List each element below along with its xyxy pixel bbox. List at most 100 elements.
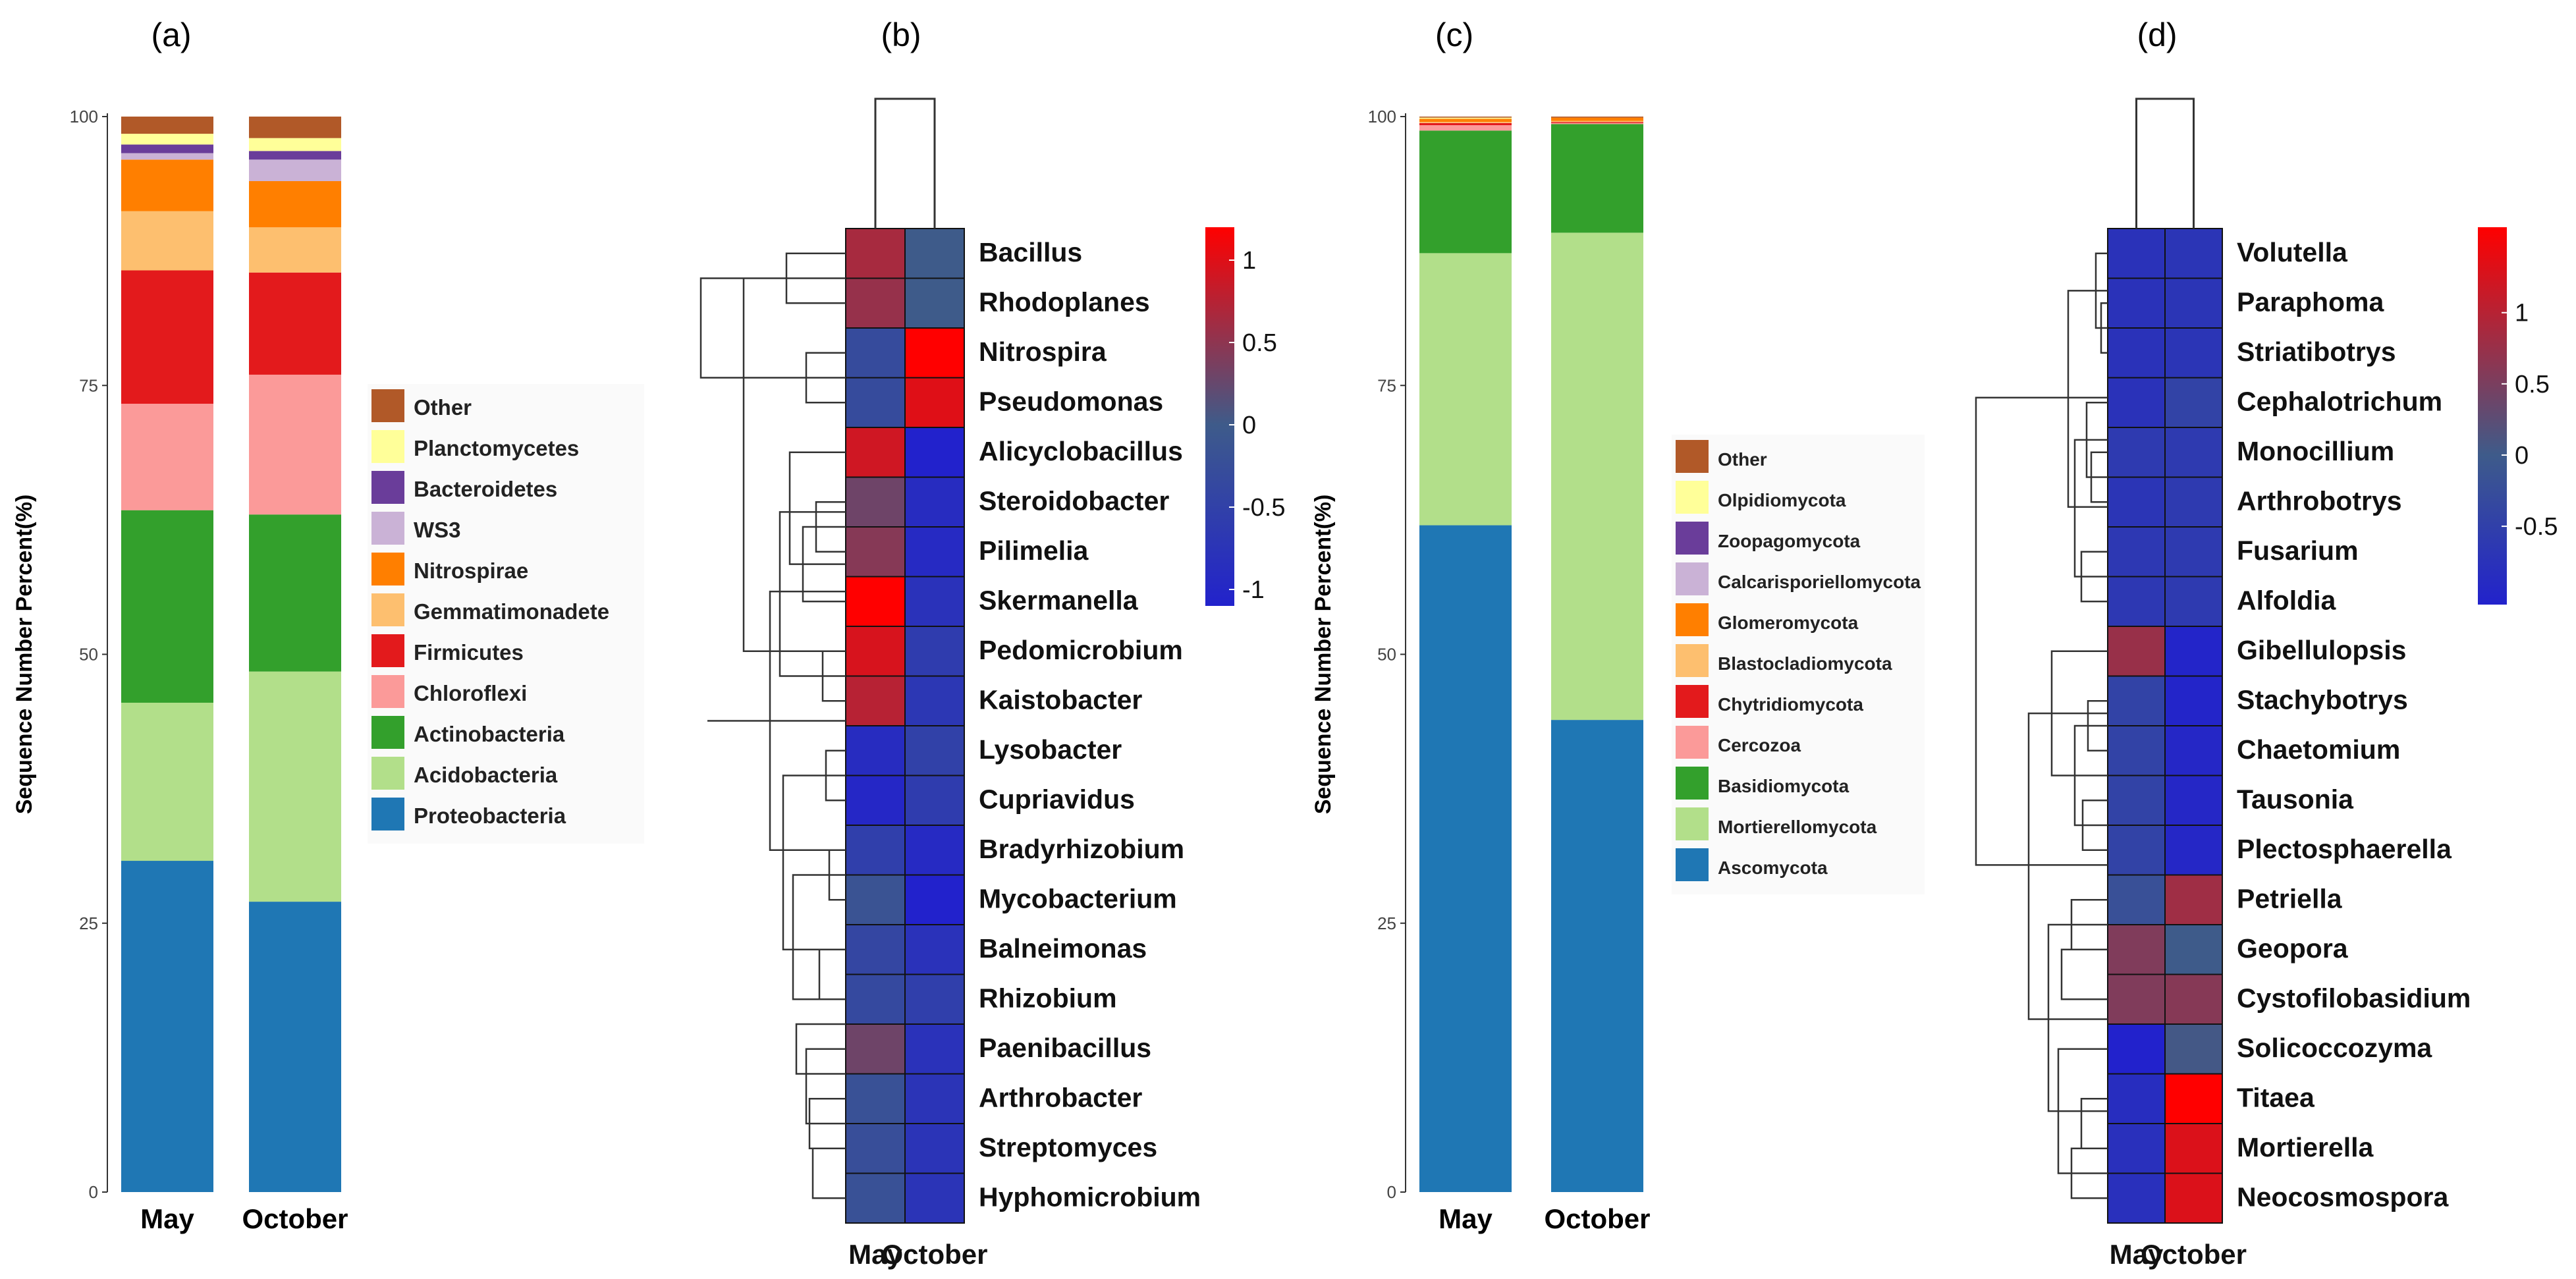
- heatmap-cell-geopora-may: [2107, 924, 2166, 975]
- y-tick-label: 75: [79, 375, 98, 395]
- heatmap-cell-bacillus-october: [904, 228, 965, 279]
- legend-swatch-firmicutes: [371, 634, 404, 667]
- heatmap-cell-fusarium-october: [2164, 526, 2223, 578]
- legend-label-ws3: WS3: [414, 518, 461, 542]
- heatmap-cell-titaea-may: [2107, 1073, 2166, 1124]
- legend-swatch-chytridiomycota: [1676, 685, 1709, 718]
- heatmap-cell-rhodoplanes-may: [845, 277, 906, 329]
- legend-label-chloroflexi: Chloroflexi: [414, 681, 527, 705]
- row-label-petriella: Petriella: [2237, 883, 2343, 913]
- legend-swatch-zoopagomycota: [1676, 522, 1709, 555]
- heatmap-cell-paraphoma-october: [2164, 277, 2223, 329]
- row-label-pseudomonas: Pseudomonas: [979, 386, 1163, 416]
- heatmap-cell-pilimelia-may: [845, 526, 906, 578]
- heatmap-cell-balneimonas-may: [845, 924, 906, 975]
- y-tick-label: 0: [89, 1182, 98, 1202]
- row-label-stachybotrys: Stachybotrys: [2237, 684, 2408, 715]
- bar-segment-actinobacteria-october: [249, 514, 341, 672]
- heatmap-cell-petriella-october: [2164, 874, 2223, 925]
- heatmap-cell-nitrospira-may: [845, 327, 906, 379]
- legend-swatch-acidobacteria: [371, 757, 404, 790]
- legend-swatch-actinobacteria: [371, 716, 404, 749]
- column-dendrogram: [874, 97, 936, 229]
- bar-segment-other-may: [121, 117, 213, 134]
- row-label-skermanella: Skermanella: [979, 585, 1139, 615]
- row-label-rhizobium: Rhizobium: [979, 983, 1117, 1013]
- legend-label-ascomycota: Ascomycota: [1718, 857, 1828, 878]
- heatmap-cell-cupriavidus-october: [904, 775, 965, 826]
- color-scale-label: 1: [1242, 247, 1256, 275]
- legend-swatch-mortierellomycota: [1676, 807, 1709, 840]
- bar-segment-other-may: [1419, 117, 1512, 118]
- bar-segment-chytridiomycota-october: [1551, 122, 1643, 123]
- legend-label-olpidiomycota: Olpidiomycota: [1718, 490, 1846, 510]
- heatmap-cell-steroidobacter-may: [845, 476, 906, 528]
- legend-swatch-other: [371, 389, 404, 422]
- bar-segment-blastocladiomycota-may: [1419, 122, 1512, 123]
- y-tick-label: 25: [79, 913, 98, 933]
- heatmap-cell-hyphomicrobium-october: [904, 1172, 965, 1224]
- heatmap-cell-lysobacter-october: [904, 725, 965, 776]
- color-scale-label: 0: [2515, 442, 2529, 470]
- legend-swatch-cercozoa: [1676, 726, 1709, 759]
- y-tick-label: 100: [1368, 107, 1396, 126]
- bar-segment-planctomycetes-october: [249, 138, 341, 151]
- heatmap-cell-paenibacillus-october: [904, 1023, 965, 1075]
- heatmap-cell-pedomicrobium-may: [845, 626, 906, 677]
- row-label-lysobacter: Lysobacter: [979, 734, 1122, 765]
- legend-label-mortierellomycota: Mortierellomycota: [1718, 817, 1877, 837]
- legend-swatch-chloroflexi: [371, 675, 404, 708]
- legend-label-cercozoa: Cercozoa: [1718, 735, 1801, 755]
- y-tick-label: 100: [70, 107, 98, 126]
- heatmap-cell-cephalotrichum-may: [2107, 377, 2166, 428]
- row-label-bradyrhizobium: Bradyrhizobium: [979, 834, 1184, 864]
- color-scale-label: 0.5: [2515, 371, 2550, 398]
- color-scale-bar: [1205, 227, 1234, 606]
- bar-segment-ascomycota-may: [1419, 525, 1512, 1192]
- heatmap-cell-mycobacterium-october: [904, 874, 965, 925]
- bar-segment-bacteroidetes-may: [121, 144, 213, 153]
- legend-label-gemmatimonadete: Gemmatimonadete: [414, 599, 609, 624]
- bar-segment-mortierellomycota-may: [1419, 253, 1512, 526]
- row-label-paenibacillus: Paenibacillus: [979, 1033, 1151, 1063]
- heatmap-cell-pedomicrobium-october: [904, 626, 965, 677]
- heatmap-cell-plectosphaerella-october: [2164, 825, 2223, 876]
- row-label-fusarium: Fusarium: [2237, 535, 2359, 566]
- bar-segment-other-october: [1551, 117, 1643, 118]
- column-label-may: May: [2110, 1239, 2164, 1270]
- panel-label-d: (d): [2137, 16, 2177, 53]
- panel-label-c: (c): [1435, 16, 1473, 53]
- legend-swatch-ascomycota: [1676, 848, 1709, 881]
- row-label-gibellulopsis: Gibellulopsis: [2237, 635, 2406, 665]
- row-label-rhodoplanes: Rhodoplanes: [979, 286, 1150, 317]
- heatmap-cell-chaetomium-october: [2164, 725, 2223, 776]
- heatmap-cell-rhizobium-may: [845, 973, 906, 1025]
- legend-label-bacteroidetes: Bacteroidetes: [414, 477, 557, 501]
- legend-swatch-nitrospirae: [371, 553, 404, 585]
- heatmap-cell-arthrobacter-may: [845, 1073, 906, 1124]
- bar-segment-cercozoa-may: [1419, 125, 1512, 131]
- heatmap-cell-stachybotrys-may: [2107, 675, 2166, 726]
- bar-segment-planctomycetes-may: [121, 134, 213, 145]
- y-tick-label: 0: [1387, 1182, 1396, 1202]
- bar-segment-proteobacteria-may: [121, 861, 213, 1192]
- heatmap-cell-rhodoplanes-october: [904, 277, 965, 329]
- heatmap-cell-pseudomonas-may: [845, 377, 906, 428]
- heatmap-cell-stachybotrys-october: [2164, 675, 2223, 726]
- x-tick-label-october: October: [1544, 1203, 1650, 1234]
- y-tick-label: 75: [1377, 375, 1396, 395]
- bar-segment-glomeromycota-october: [1551, 117, 1643, 121]
- bar-segment-blastocladiomycota-october: [1551, 121, 1643, 122]
- heatmap-cell-kaistobacter-may: [845, 675, 906, 726]
- legend-swatch-basidiomycota: [1676, 767, 1709, 800]
- y-axis-title: Sequence Number Percent(%): [12, 495, 37, 815]
- row-label-neocosmospora: Neocosmospora: [2237, 1182, 2449, 1212]
- heatmap-cell-plectosphaerella-may: [2107, 825, 2166, 876]
- y-tick-label: 25: [1377, 913, 1396, 933]
- bar-segment-chloroflexi-october: [249, 374, 341, 515]
- heatmap-cell-lysobacter-may: [845, 725, 906, 776]
- legend-label-firmicutes: Firmicutes: [414, 640, 524, 665]
- bar-segment-ws3-october: [249, 159, 341, 181]
- heatmap-cell-arthrobotrys-october: [2164, 476, 2223, 528]
